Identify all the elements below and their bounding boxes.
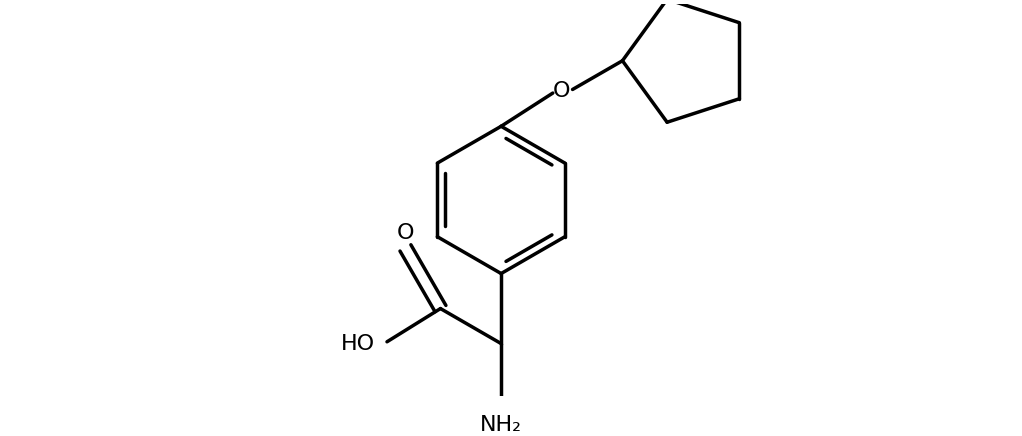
Text: O: O (553, 81, 570, 101)
Text: HO: HO (341, 334, 375, 354)
Text: NH₂: NH₂ (480, 415, 522, 435)
Text: O: O (397, 222, 414, 242)
